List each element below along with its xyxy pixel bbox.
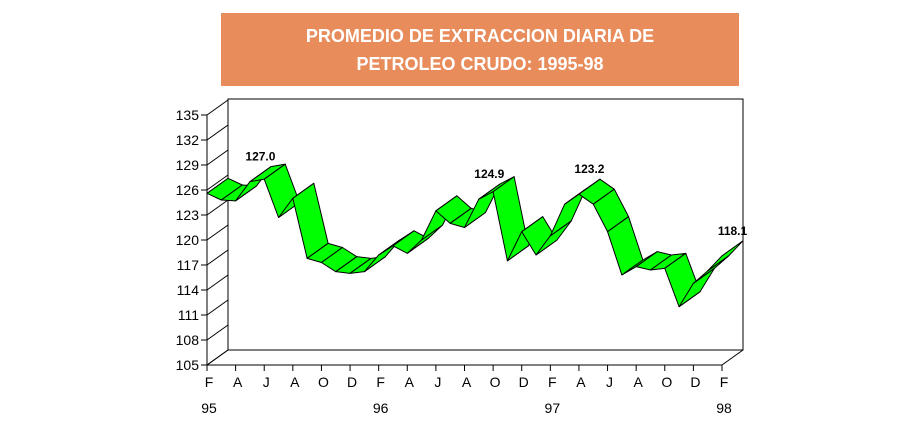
- x-tick-label: J: [606, 374, 613, 390]
- data-label: 123.2: [574, 162, 604, 176]
- x-tick-label: O: [661, 374, 672, 390]
- x-tick-label: F: [205, 374, 214, 390]
- floor-edge-right: [721, 349, 744, 366]
- y-tick-diagonal: [206, 124, 229, 141]
- chart-title-line-1: PROMEDIO DE EXTRACCION DIARIA DE: [305, 26, 655, 46]
- y-tick-diagonal: [206, 99, 229, 116]
- y-tick-label: 135: [176, 107, 200, 123]
- x-tick-label: F: [548, 374, 557, 390]
- x-tick-label: O: [318, 374, 329, 390]
- x-tick-label: A: [576, 374, 586, 390]
- y-tick-label: 120: [176, 232, 200, 248]
- x-tick-label: J: [263, 374, 270, 390]
- y-tick-diagonal: [206, 324, 229, 341]
- x-tick-label: D: [519, 374, 529, 390]
- x-tick-label: J: [434, 374, 441, 390]
- ribbon-segment: [549, 188, 587, 237]
- y-tick-label: 132: [176, 132, 200, 148]
- y-tick-diagonal: [206, 149, 229, 166]
- y-tick-label: 117: [177, 257, 200, 273]
- data-label: 127.0: [245, 150, 275, 164]
- x-year-label: 97: [545, 400, 561, 416]
- x-tick-label: F: [720, 374, 729, 390]
- y-tick-label: 129: [176, 157, 200, 173]
- x-tick-label: A: [462, 374, 472, 390]
- y-tick-label: 108: [176, 332, 200, 348]
- x-tick-label: O: [490, 374, 501, 390]
- y-tick-diagonal: [206, 299, 229, 316]
- x-year-label: 98: [716, 400, 732, 416]
- x-tick-label: A: [405, 374, 415, 390]
- x-tick-label: D: [347, 374, 357, 390]
- chart-title-line-2: PETROLEO CRUDO: 1995-98: [356, 54, 604, 74]
- y-tick-label: 126: [176, 182, 200, 198]
- chart-title: PROMEDIO DE EXTRACCION DIARIA DE PETROLE…: [221, 13, 739, 86]
- x-tick-label: D: [690, 374, 700, 390]
- ribbon-segment: [707, 240, 744, 272]
- y-tick-diagonal: [206, 349, 229, 366]
- data-label: 118.1: [718, 224, 748, 238]
- x-tick-label: A: [290, 374, 300, 390]
- y-tick-label: 114: [177, 282, 200, 298]
- y-tick-diagonal: [206, 199, 229, 216]
- x-tick-label: A: [633, 374, 643, 390]
- x-year-label: 95: [201, 400, 217, 416]
- x-year-label: 96: [373, 400, 389, 416]
- y-tick-diagonal: [206, 174, 229, 191]
- x-tick-label: A: [233, 374, 243, 390]
- y-tick-diagonal: [206, 274, 229, 291]
- data-label: 124.9: [474, 167, 504, 181]
- y-tick-diagonal: [206, 249, 229, 266]
- x-tick-label: F: [376, 374, 385, 390]
- y-tick-label: 123: [176, 207, 200, 223]
- y-tick-diagonal: [206, 224, 229, 241]
- y-tick-label: 111: [178, 307, 199, 323]
- y-tick-label: 105: [176, 357, 200, 373]
